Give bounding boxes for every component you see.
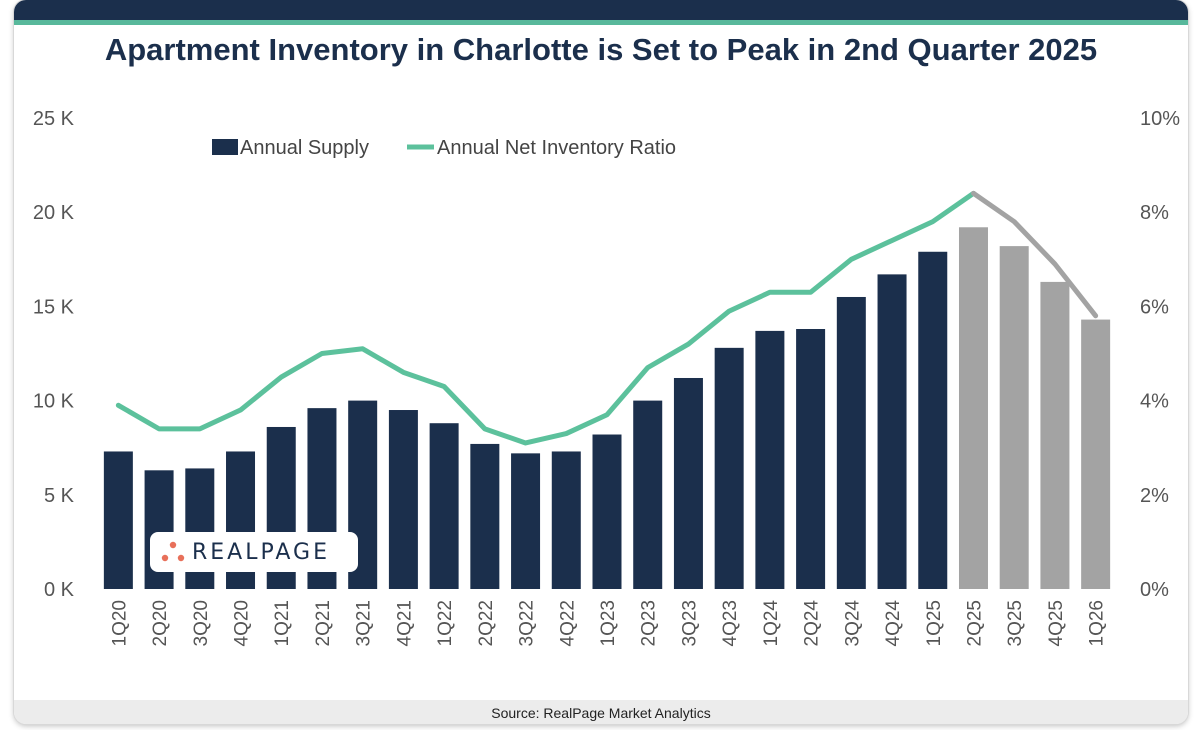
x-tick-label: 1Q23 [598,600,619,646]
ratio-line-forecast [970,190,1099,319]
header-bar [14,0,1188,20]
supply-bar-1Q23 [592,434,622,589]
chart-card: Apartment Inventory in Charlotte is Set … [14,0,1188,724]
legend-label-ratio: Annual Net Inventory Ratio [437,137,676,159]
x-tick-label: 2Q23 [639,600,660,646]
right-tick-label: 4% [1140,391,1169,413]
supply-bar-2Q23 [633,400,663,589]
supply-bar-2Q25 [958,227,988,589]
x-tick-label: 2Q24 [802,600,823,647]
x-tick-label: 4Q21 [394,600,415,646]
chart-plot: 0 K 5 K 10 K 15 K 20 K 25 K 0% 2% 4% 6% 8% 10% 1Q2… [33,108,1180,647]
x-tick-label: 4Q23 [720,600,741,646]
supply-bar-4Q24 [877,274,907,589]
x-tick-label: 2Q22 [476,600,497,646]
realpage-logo: REALPAGE [150,532,358,572]
legend-label-supply: Annual Supply [240,137,369,159]
supply-bar-3Q22 [511,453,541,589]
header-accent-stripe [14,20,1188,25]
left-tick-label: 25 K [33,108,75,130]
left-tick-label: 10 K [33,391,75,413]
supply-bar-1Q24 [755,330,785,589]
supply-bar-1Q26 [1081,319,1111,589]
x-tick-label: 3Q22 [517,600,538,646]
x-tick-label: 1Q21 [272,600,293,646]
x-tick-label: 1Q20 [109,600,130,646]
ratio-line [115,190,1099,446]
right-tick-label: 2% [1140,485,1169,507]
supply-bar-4Q21 [388,410,418,589]
supply-bar-3Q24 [836,296,866,589]
x-tick-label: 3Q21 [354,600,375,646]
right-tick-label: 10% [1140,108,1180,130]
legend-swatch-supply [212,139,238,155]
x-tick-label: 1Q26 [1087,600,1108,646]
left-tick-label: 15 K [33,296,75,318]
x-tick-label: 4Q20 [232,600,253,646]
left-axis-ticks: 0 K 5 K 10 K 15 K 20 K 25 K [33,108,75,601]
supply-bar-2Q22 [470,443,500,589]
left-tick-label: 5 K [44,485,75,507]
logo-wordmark: REALPAGE [192,540,330,565]
right-tick-label: 8% [1140,202,1169,224]
x-tick-label: 1Q24 [761,600,782,647]
x-tick-label: 2Q25 [964,600,985,646]
x-tick-label: 2Q20 [150,600,171,646]
x-tick-label: 3Q20 [191,600,212,646]
right-tick-label: 6% [1140,296,1169,318]
supply-bar-4Q23 [714,347,744,589]
left-tick-label: 0 K [44,579,75,601]
ratio-line-actual [115,190,976,446]
x-tick-label: 3Q24 [842,600,863,647]
x-tick-label: 3Q25 [1005,600,1026,646]
realpage-dots-icon [161,541,185,562]
supply-bar-4Q22 [551,451,581,589]
supply-bar-4Q25 [1040,281,1070,589]
legend: Annual Supply Annual Net Inventory Ratio [212,137,676,159]
supply-bar-1Q22 [429,423,459,589]
supply-bar-3Q23 [673,377,703,589]
x-tick-label: 2Q21 [313,600,334,646]
x-tick-label: 4Q25 [1046,600,1067,646]
left-tick-label: 20 K [33,202,75,224]
x-tick-label: 1Q22 [435,600,456,646]
x-tick-label: 3Q23 [679,600,700,646]
supply-bar-2Q24 [796,329,826,589]
x-axis-ticks: 1Q20 2Q20 3Q20 4Q20 1Q21 2Q21 3Q21 4Q21 1Q22 2Q22… [109,600,1107,647]
supply-bar-1Q25 [918,251,948,589]
right-tick-label: 0% [1140,579,1169,601]
chart-title: Apartment Inventory in Charlotte is Set … [104,32,1098,67]
x-tick-label: 4Q22 [557,600,578,646]
source-footer: Source: RealPage Market Analytics [14,700,1188,724]
x-tick-label: 1Q25 [924,600,945,646]
supply-bar-1Q20 [103,451,133,589]
x-tick-label: 4Q24 [883,600,904,647]
right-axis-ticks: 0% 2% 4% 6% 8% 10% [1140,108,1180,601]
supply-bar-3Q25 [999,246,1029,589]
